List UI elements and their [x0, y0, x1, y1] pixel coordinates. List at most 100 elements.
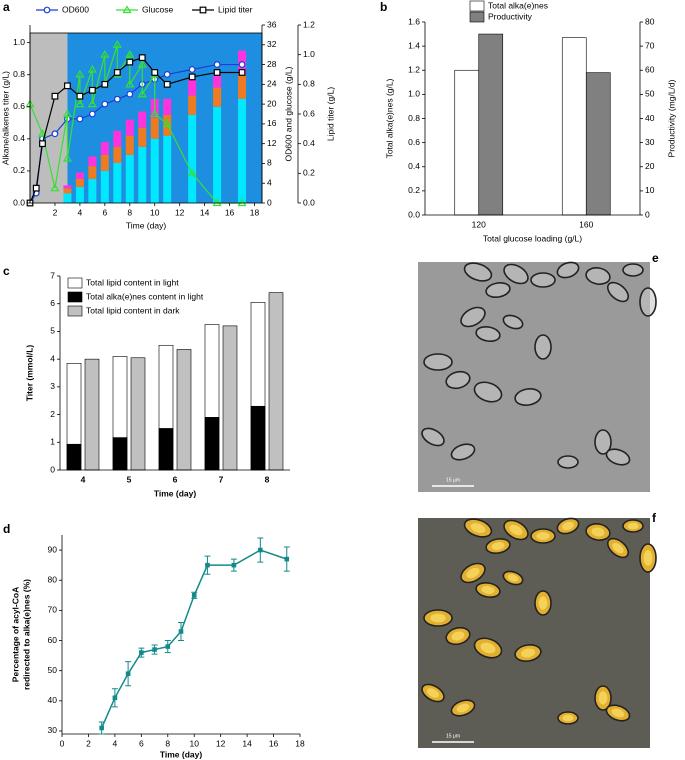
- axis-title: Alkane/alkenes titer (g/L): [0, 71, 10, 165]
- x-tick-label: 8: [165, 738, 170, 748]
- bar-segment: [163, 135, 172, 203]
- marker: [199, 6, 207, 14]
- y-tick-label: 0.8: [13, 69, 25, 79]
- x-tick-label: 12: [216, 738, 226, 748]
- y-tick-label: 0.0: [13, 197, 25, 207]
- cell: [502, 314, 524, 330]
- x-tick-label: 4: [113, 738, 118, 748]
- cell: [450, 443, 476, 461]
- x-axis-title: Total glucose loading (g/L): [483, 233, 582, 243]
- x-tick-label: 16: [269, 738, 279, 748]
- y-tick-label: 80: [48, 574, 58, 584]
- x-tick-label: 6: [173, 474, 178, 484]
- y-tick-label: 2: [50, 409, 55, 419]
- panel-label: e: [652, 251, 659, 265]
- bar: [66, 443, 82, 471]
- series-line: [29, 44, 243, 204]
- bar-segment: [138, 111, 147, 128]
- cell: [514, 388, 542, 406]
- marker: [88, 110, 96, 118]
- cell-fluorescence: [538, 596, 548, 610]
- marker: [137, 59, 147, 68]
- cell-fluorescence: [627, 522, 639, 530]
- bar-segment: [75, 186, 84, 203]
- bar-segment: [88, 156, 97, 167]
- legend-label: Productivity: [488, 11, 533, 21]
- marker: [258, 547, 263, 553]
- bar-segment: [113, 146, 122, 163]
- y-tick-label: 4: [50, 353, 55, 363]
- cell: [556, 261, 580, 279]
- y-tick-label: 12: [267, 138, 277, 148]
- x-tick-label: 8: [265, 474, 270, 484]
- legend-label: Total alka(e)nes: [488, 0, 548, 10]
- axis-title: Percentage of acyl-CoA: [10, 587, 20, 682]
- x-tick-label: 120: [472, 219, 486, 229]
- bar: [130, 357, 146, 471]
- legend-label: Total lipid content in light: [86, 277, 179, 287]
- marker: [75, 69, 85, 78]
- bar-segment: [100, 154, 109, 171]
- x-tick-label: 7: [219, 474, 224, 484]
- x-tick-label: 8: [127, 207, 132, 217]
- bar-segment: [138, 127, 147, 147]
- legend-swatch: [67, 277, 83, 289]
- bar-segment: [88, 166, 97, 179]
- cell-fluorescence: [562, 714, 574, 722]
- panel-label: f: [652, 511, 657, 525]
- marker: [113, 69, 121, 76]
- legend-label: OD600: [62, 4, 89, 14]
- x-tick-label: 2: [86, 738, 91, 748]
- cell-fluorescence: [481, 586, 495, 594]
- marker: [213, 61, 221, 68]
- marker: [138, 54, 146, 62]
- bar: [84, 358, 100, 471]
- bar-segment: [188, 95, 197, 115]
- cell: [557, 455, 579, 469]
- cell-fluorescence: [612, 542, 624, 554]
- axis-title: Productivity (mg/L/d): [666, 79, 676, 157]
- y-tick-label: 1.0: [303, 49, 315, 59]
- marker: [51, 130, 59, 138]
- marker: [125, 671, 131, 676]
- cell-fluorescence: [491, 542, 505, 550]
- bar-segment: [100, 142, 109, 155]
- bar-segment: [75, 178, 84, 187]
- scale-bar-label: 15 μm: [446, 477, 460, 483]
- marker: [137, 89, 147, 98]
- cell: [445, 370, 471, 390]
- bar-segment: [213, 106, 222, 203]
- y-tick-label: 60: [645, 65, 655, 75]
- marker: [139, 650, 144, 655]
- y-tick-label: 0.4: [303, 138, 315, 148]
- cell-fluorescence: [643, 550, 653, 566]
- legend-swatch: [469, 0, 485, 12]
- x-axis-title: Time (day): [154, 488, 197, 498]
- marker: [163, 71, 171, 78]
- marker: [125, 49, 135, 58]
- cell: [421, 427, 445, 447]
- marker: [152, 647, 157, 652]
- marker: [50, 183, 60, 192]
- cell: [606, 281, 630, 303]
- bar: [112, 437, 128, 471]
- cell-fluorescence: [536, 532, 550, 540]
- marker: [126, 90, 134, 98]
- marker: [62, 109, 72, 118]
- y-tick-label: 0.6: [303, 108, 315, 118]
- y-tick-label: 8: [267, 158, 272, 168]
- y-tick-label: 70: [48, 605, 58, 615]
- bar-segment: [213, 87, 222, 107]
- bar-segment: [125, 154, 134, 203]
- panel-label: a: [3, 0, 10, 14]
- legend-swatch: [469, 11, 485, 23]
- x-tick-label: 14: [200, 207, 210, 217]
- cell: [485, 281, 511, 299]
- marker: [165, 644, 171, 649]
- legend-swatch: [67, 305, 83, 317]
- cell: [622, 263, 644, 277]
- x-tick-label: 18: [250, 207, 260, 217]
- legend-swatch: [67, 291, 83, 303]
- panel-label: d: [3, 522, 10, 536]
- x-tick-label: 18: [295, 738, 305, 748]
